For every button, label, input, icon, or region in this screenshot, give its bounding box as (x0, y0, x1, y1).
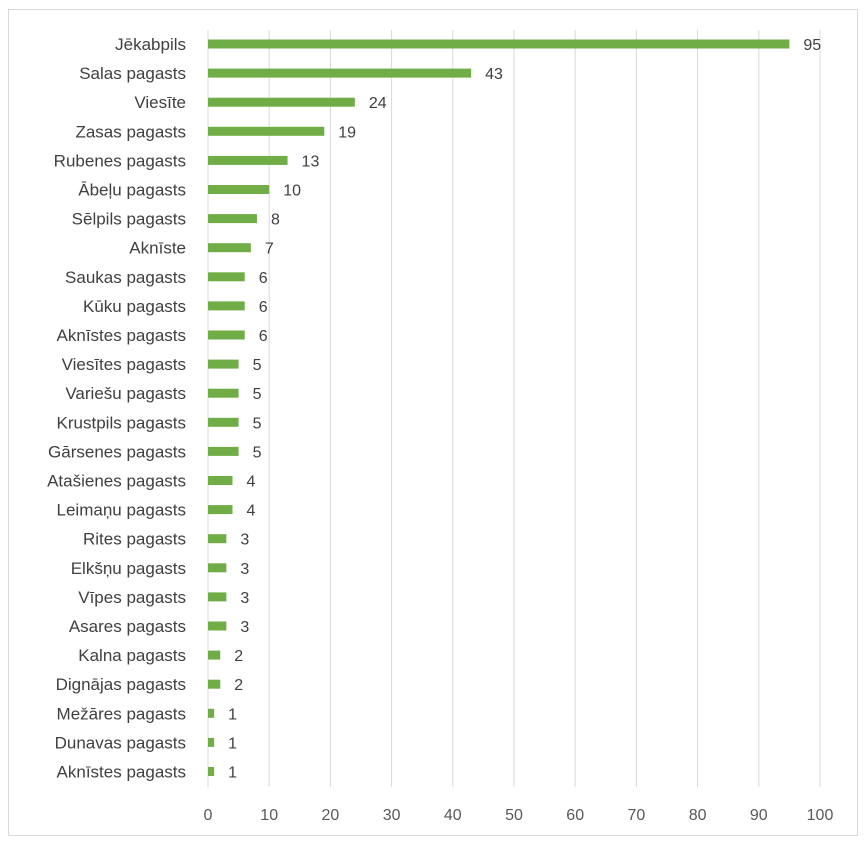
data-label: 6 (259, 299, 268, 316)
category-label: Sēlpils pagasts (72, 210, 186, 229)
bar (208, 505, 233, 515)
bar (208, 621, 227, 631)
data-label: 13 (302, 153, 320, 170)
category-label: Variešu pagasts (65, 384, 186, 403)
category-label: Aknīstes pagasts (57, 763, 186, 782)
data-label: 3 (240, 590, 249, 607)
bar (208, 767, 215, 776)
data-label: 5 (253, 357, 262, 374)
category-label: Vīpes pagasts (78, 588, 186, 607)
category-label: Atašienes pagasts (47, 472, 186, 491)
category-label: Krustpils pagasts (57, 413, 186, 432)
bar (208, 417, 239, 427)
x-tick-label: 10 (260, 807, 278, 824)
category-label: Viesītes pagasts (62, 355, 186, 374)
category-label: Gārsenes pagasts (48, 442, 186, 461)
x-tick-label: 0 (204, 807, 213, 824)
bar (208, 563, 227, 573)
data-label: 1 (228, 735, 237, 752)
category-label: Ābeļu pagasts (78, 181, 186, 200)
bar (208, 679, 221, 689)
bar (208, 39, 790, 49)
bar (208, 330, 245, 340)
data-label: 1 (228, 706, 237, 723)
x-tick-label: 90 (750, 807, 768, 824)
category-label: Zasas pagasts (75, 122, 186, 141)
bar (208, 301, 245, 311)
data-label: 4 (246, 503, 255, 520)
category-label: Kalna pagasts (78, 646, 186, 665)
x-tick-label: 100 (807, 807, 834, 824)
bar (208, 214, 257, 224)
category-label: Salas pagasts (79, 64, 186, 83)
category-label: Asares pagasts (69, 617, 186, 636)
bar (208, 592, 227, 602)
data-label: 24 (369, 95, 387, 112)
bar (208, 126, 325, 136)
x-tick-label: 20 (322, 807, 340, 824)
data-label: 2 (234, 677, 243, 694)
bar (208, 97, 355, 107)
category-label: Mežāres pagasts (57, 704, 186, 723)
data-label: 5 (253, 444, 262, 461)
data-label: 8 (271, 212, 280, 229)
category-label: Aknīstes pagasts (57, 326, 186, 345)
bar (208, 708, 215, 718)
data-label: 10 (283, 183, 301, 200)
data-label: 95 (803, 37, 821, 54)
x-tick-label: 50 (505, 807, 523, 824)
category-label: Dignājas pagasts (56, 675, 186, 694)
data-label: 6 (259, 270, 268, 287)
data-label: 19 (338, 124, 356, 141)
x-tick-label: 80 (689, 807, 707, 824)
data-label: 4 (246, 474, 255, 491)
x-tick-label: 40 (444, 807, 462, 824)
bar (208, 155, 288, 165)
category-label: Aknīste (129, 239, 186, 258)
chart-frame (8, 9, 858, 836)
bar (208, 388, 239, 398)
category-label: Rites pagasts (83, 530, 186, 549)
category-label: Rubenes pagasts (54, 151, 186, 170)
data-label: 3 (240, 532, 249, 549)
category-label: Leimaņu pagasts (57, 501, 186, 520)
data-label: 5 (253, 386, 262, 403)
x-tick-label: 60 (566, 807, 584, 824)
bar (208, 446, 239, 456)
data-label: 7 (265, 241, 274, 258)
category-label: Jēkabpils (115, 35, 186, 54)
data-label: 3 (240, 561, 249, 578)
x-tick-label: 30 (383, 807, 401, 824)
bar (208, 185, 270, 194)
data-label: 5 (253, 415, 262, 432)
bar (208, 68, 472, 78)
category-label: Saukas pagasts (65, 268, 186, 287)
data-label: 6 (259, 328, 268, 345)
data-label: 1 (228, 765, 237, 782)
bar (208, 534, 227, 544)
bar (208, 272, 245, 282)
bar (208, 650, 221, 660)
category-label: Viesīte (134, 93, 186, 112)
bar (208, 737, 215, 747)
bar (208, 476, 233, 485)
data-label: 3 (240, 619, 249, 636)
x-tick-label: 70 (628, 807, 646, 824)
data-label: 2 (234, 648, 243, 665)
category-label: Dunavas pagasts (55, 733, 186, 752)
category-label: Elkšņu pagasts (71, 559, 186, 578)
category-label: Kūku pagasts (83, 297, 186, 316)
bar (208, 359, 239, 369)
bar (208, 243, 251, 253)
data-label: 43 (485, 66, 503, 83)
